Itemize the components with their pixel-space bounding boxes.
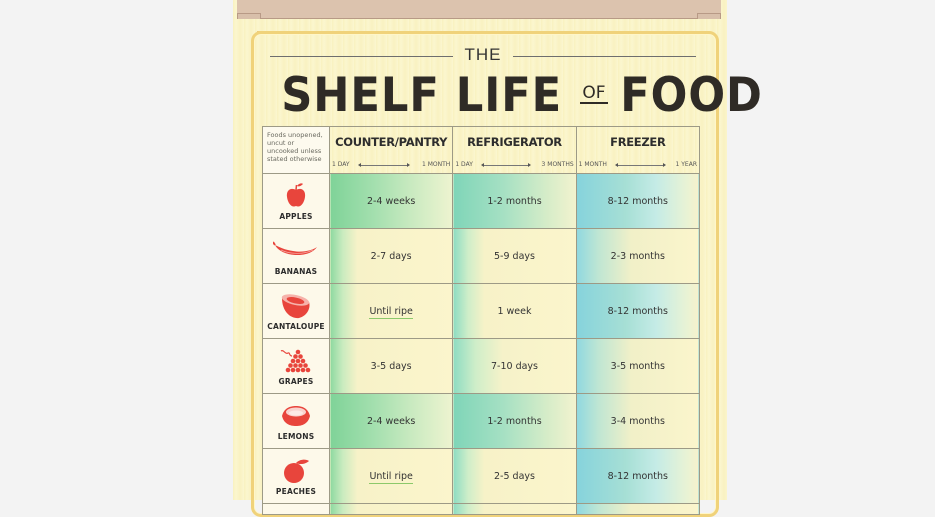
table-row: GRAPES 3-5 days 7-10 days 3-5 months — [262, 338, 701, 394]
column-label: COUNTER/PANTRY — [335, 135, 448, 149]
pantry-cell: 3-5 days — [328, 338, 454, 394]
column-label: REFRIGERATOR — [467, 135, 562, 149]
freezer-scale: 1 MONTH 1 YEAR — [579, 161, 697, 171]
table-row: APPLES 2-4 weeks 1-2 months 8-12 months — [262, 173, 701, 229]
fridge-value: 1-2 months — [487, 195, 542, 207]
food-cell-cantaloupe: CANTALOUPE — [262, 283, 330, 339]
scale-min: 1 DAY — [332, 161, 350, 168]
fridge-cell: 1-2 months — [452, 173, 577, 229]
pantry-value: Until ripe — [369, 470, 413, 484]
fridge-cell — [452, 503, 577, 515]
shelf-life-table: Foods unopened, uncut or uncooked unless… — [262, 126, 701, 515]
fridge-value: 2-5 days — [494, 470, 535, 482]
freezer-value: 8-12 months — [607, 195, 669, 207]
food-name: GRAPES — [278, 377, 314, 386]
title-the: THE — [464, 45, 502, 64]
scale-min: 1 MONTH — [578, 161, 607, 168]
pantry-value: 3-5 days — [370, 360, 412, 372]
food-name: APPLES — [279, 212, 313, 221]
pantry-value: Until ripe — [369, 305, 413, 319]
freezer-cell: 3-5 months — [575, 338, 701, 394]
subtitle-row: THE — [270, 45, 696, 66]
pantry-scale: 1 DAY 1 MONTH — [332, 161, 450, 171]
infographic-board: THE SHELF LIFE OF FOOD Foods unopened, unc… — [233, 0, 761, 517]
lemon-icon — [282, 406, 310, 426]
title-shelf-life: SHELF LIFE — [281, 68, 563, 123]
divider-left — [270, 56, 453, 57]
food-cell-bananas: BANANAS — [262, 228, 330, 284]
freezer-value: 3-5 months — [610, 360, 665, 372]
scale-max: 3 MONTHS — [541, 161, 574, 168]
fridge-cell: 2-5 days — [452, 448, 577, 504]
pantry-cell: 2-7 days — [328, 228, 454, 284]
apple-icon — [286, 183, 306, 207]
freezer-cell: 8-12 months — [575, 283, 701, 339]
freezer-value: 8-12 months — [607, 305, 669, 317]
header-row: Foods unopened, uncut or uncooked unless… — [262, 126, 701, 174]
fridge-value: 5-9 days — [494, 250, 535, 262]
pantry-cell — [328, 503, 454, 515]
fridge-value: 1-2 months — [487, 415, 542, 427]
peach-icon — [284, 459, 309, 483]
scale-min: 1 DAY — [455, 161, 473, 168]
cantaloupe-icon — [281, 294, 310, 319]
pantry-cell: Until ripe — [328, 283, 454, 339]
pantry-value: 2-4 weeks — [366, 415, 416, 427]
freezer-value: 2-3 months — [610, 250, 665, 262]
scale-max: 1 MONTH — [422, 161, 451, 168]
freezer-cell: 2-3 months — [575, 228, 701, 284]
freezer-value: 3-4 months — [610, 415, 665, 427]
column-label: FREEZER — [610, 135, 666, 149]
column-header-freezer: FREEZER 1 MONTH 1 YEAR — [575, 126, 701, 174]
banana-icon — [273, 241, 317, 256]
scale-arrow — [357, 163, 411, 167]
pantry-cell: Until ripe — [328, 448, 454, 504]
scale-max: 1 YEAR — [675, 161, 697, 168]
table-row: CANTALOUPE Until ripe 1 week 8-12 months — [262, 283, 701, 339]
divider-right — [513, 56, 696, 57]
title-of: OF — [580, 83, 608, 104]
food-name: CANTALOUPE — [267, 322, 325, 331]
food-cell-partial — [262, 503, 330, 515]
refrigerator-scale: 1 DAY 3 MONTHS — [455, 161, 573, 171]
column-header-refrigerator: REFRIGERATOR 1 DAY 3 MONTHS — [452, 126, 577, 174]
board-top-bar — [237, 0, 721, 19]
freezer-cell: 3-4 months — [575, 393, 701, 449]
table-row: PEACHES Until ripe 2-5 days 8-12 months — [262, 448, 701, 504]
pantry-cell: 2-4 weeks — [328, 173, 454, 229]
fridge-value: 1 week — [497, 305, 532, 317]
food-name: BANANAS — [274, 267, 318, 276]
food-name: LEMONS — [277, 432, 315, 441]
freezer-cell — [575, 503, 701, 515]
pantry-value: 2-4 weeks — [366, 195, 416, 207]
table-row: BANANAS 2-7 days 5-9 days 2-3 months — [262, 228, 701, 284]
scale-arrow — [481, 163, 532, 167]
column-header-pantry: COUNTER/PANTRY 1 DAY 1 MONTH — [328, 126, 454, 174]
food-name: PEACHES — [275, 487, 317, 496]
page-title: SHELF LIFE OF FOOD — [269, 68, 761, 123]
table-row-partial — [262, 503, 701, 515]
table-row: LEMONS 2-4 weeks 1-2 months 3-4 months — [262, 393, 701, 449]
table-note: Foods unopened, uncut or uncooked unless… — [262, 126, 330, 174]
food-cell-grapes: GRAPES — [262, 338, 330, 394]
pantry-cell: 2-4 weeks — [328, 393, 454, 449]
fridge-value: 7-10 days — [490, 360, 538, 372]
fridge-cell: 1-2 months — [452, 393, 577, 449]
fridge-cell: 7-10 days — [452, 338, 577, 394]
freezer-value: 8-12 months — [607, 470, 669, 482]
grapes-icon — [280, 349, 311, 373]
freezer-cell: 8-12 months — [575, 448, 701, 504]
food-cell-peaches: PEACHES — [262, 448, 330, 504]
food-cell-lemons: LEMONS — [262, 393, 330, 449]
title-food: FOOD — [619, 68, 763, 123]
freezer-cell: 8-12 months — [575, 173, 701, 229]
fridge-cell: 5-9 days — [452, 228, 577, 284]
food-cell-apples: APPLES — [262, 173, 330, 229]
fridge-cell: 1 week — [452, 283, 577, 339]
pantry-value: 2-7 days — [370, 250, 412, 262]
scale-arrow — [614, 163, 667, 167]
